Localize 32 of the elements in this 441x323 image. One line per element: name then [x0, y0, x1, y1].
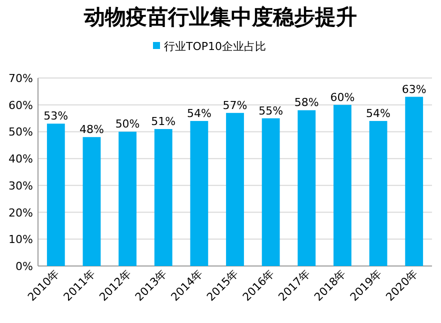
y-tick-label: 20%	[8, 206, 33, 220]
data-label: 48%	[80, 123, 104, 136]
y-tick-label: 10%	[8, 233, 33, 246]
y-tick-label: 60%	[8, 98, 33, 112]
y-tick-label: 70%	[8, 72, 33, 85]
data-label: 50%	[115, 118, 140, 131]
data-label: 51%	[151, 115, 176, 128]
chart-title: 动物疫苗行业集中度稳步提升	[83, 5, 357, 29]
legend-label: 行业TOP10企业占比	[164, 40, 266, 53]
bar	[82, 137, 101, 266]
data-label: 53%	[44, 110, 68, 123]
bar	[334, 104, 352, 266]
data-label: 58%	[294, 96, 319, 110]
bar	[405, 96, 424, 266]
data-label: 63%	[402, 82, 426, 96]
bar	[262, 118, 280, 266]
bar	[298, 110, 316, 266]
y-tick-label: 50%	[8, 126, 33, 139]
bar	[226, 112, 244, 266]
bar	[118, 132, 136, 266]
bar	[369, 120, 388, 266]
data-label: 54%	[186, 106, 212, 120]
bar	[46, 124, 65, 266]
data-label: 55%	[258, 104, 284, 118]
bar	[154, 129, 172, 266]
bar	[190, 120, 208, 266]
data-label: 57%	[222, 98, 248, 112]
data-label: 60%	[330, 90, 355, 104]
y-tick-label: 40%	[8, 152, 33, 166]
y-tick-label: 30%	[8, 179, 33, 192]
data-label: 54%	[366, 106, 390, 120]
y-tick-label: 0%	[16, 260, 33, 273]
